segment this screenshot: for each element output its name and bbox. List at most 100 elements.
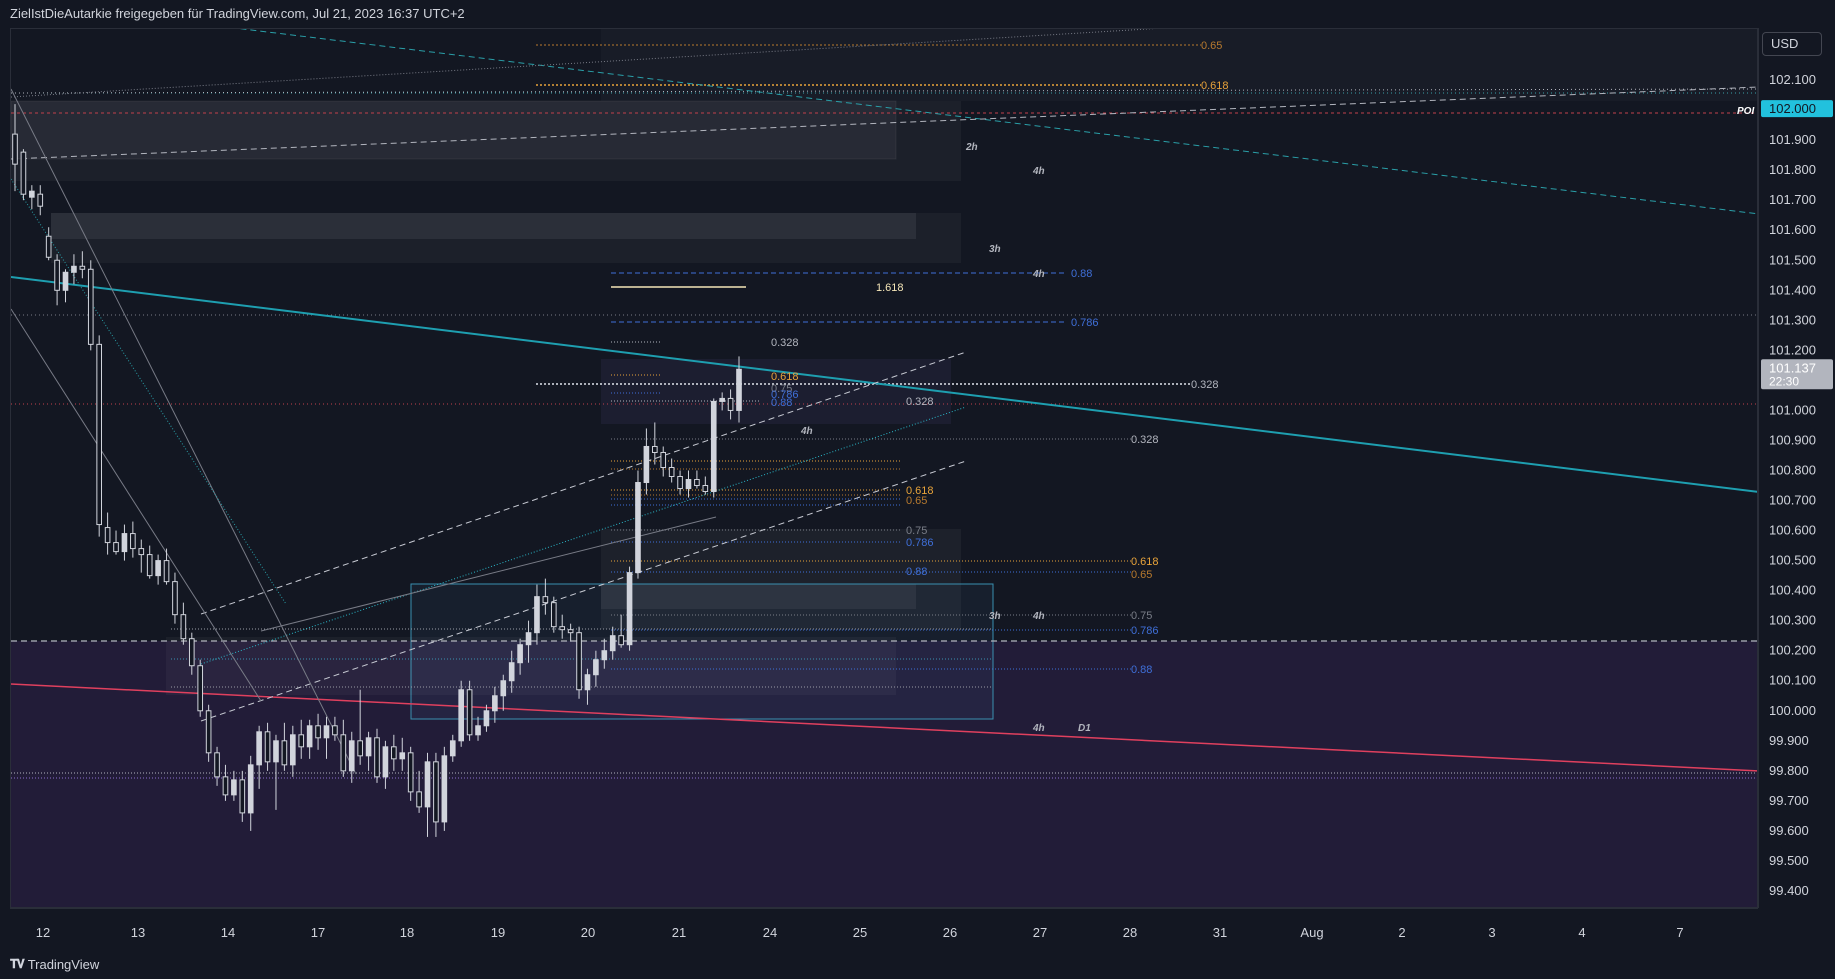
candle-body: [466, 689, 473, 736]
candle: [719, 392, 725, 411]
candle-body: [357, 740, 363, 757]
candle-body: [433, 761, 439, 823]
d1-zone: [410, 583, 994, 720]
candle-body: [87, 268, 94, 345]
time-tick-label: 2: [1398, 925, 1405, 940]
candle-body: [205, 710, 212, 754]
candle: [550, 596, 557, 633]
candle: [391, 734, 397, 771]
candle-body: [247, 764, 254, 814]
candle: [702, 476, 709, 495]
candle: [517, 638, 523, 675]
price-tag-countdown: 22:30: [1769, 374, 1799, 388]
candle-body: [45, 235, 52, 258]
candle: [180, 602, 187, 645]
candle-body: [441, 755, 448, 823]
price-tick-label: 99.500: [1769, 853, 1809, 868]
candle: [323, 716, 330, 759]
candle: [365, 731, 372, 771]
steep-line-3: [11, 308, 262, 702]
candle: [609, 626, 616, 660]
candle: [231, 770, 237, 801]
candle-body: [500, 680, 507, 697]
candle-body: [719, 397, 725, 402]
price-tick-label: 101.200: [1769, 342, 1816, 357]
currency-button[interactable]: USD: [1762, 32, 1822, 56]
candle: [584, 668, 591, 705]
chart-annotation-label: 0.618: [1201, 80, 1229, 92]
candle: [508, 650, 515, 693]
candle: [239, 770, 246, 822]
candle: [668, 458, 675, 483]
price-tick-label: 100.200: [1769, 643, 1816, 658]
chart-annotation-label: 0.75: [771, 383, 792, 395]
chart-area[interactable]: 0.65 0.618 2h 4h 3h 4h 0.88 1.618 0.786 0.328 0.61…: [10, 28, 1758, 908]
candle-body: [458, 689, 465, 742]
time-tick-label: 24: [763, 925, 777, 940]
chart-annotation-label: 0.65: [1201, 40, 1222, 52]
candle: [273, 734, 279, 810]
price-axis[interactable]: 102.100 101.900 101.800 101.700 101.600 101.5…: [1758, 28, 1835, 908]
chart-annotation-label: 0.88: [771, 397, 792, 409]
candle: [298, 719, 305, 759]
price-tick-label: 100.600: [1769, 523, 1816, 538]
candle: [87, 260, 94, 351]
chart-annotation-label: 0.65: [906, 495, 927, 507]
time-tick-label: 27: [1033, 925, 1047, 940]
candle-body: [298, 734, 305, 748]
candle: [289, 725, 296, 777]
chart-annotation-label: 0.75: [1131, 610, 1152, 622]
candle: [492, 686, 498, 723]
candle: [121, 524, 128, 561]
candle: [256, 725, 262, 789]
brand[interactable]: 𝐓𝐕 TradingView: [10, 957, 99, 972]
chart-annotation-label: 0.786: [906, 537, 934, 549]
price-tag-bg: [1761, 100, 1833, 118]
candle-body: [315, 725, 321, 739]
time-tick-label: 17: [311, 925, 325, 940]
candle: [626, 566, 633, 651]
candle-body: [37, 193, 44, 207]
candle-body: [542, 596, 549, 604]
fvg-zone-4h: [601, 529, 961, 629]
candle-body: [239, 779, 246, 814]
candle-body: [188, 638, 195, 667]
candle-body: [584, 674, 591, 691]
candle-body: [197, 665, 204, 712]
price-tick-label: 100.500: [1769, 553, 1816, 568]
candle: [37, 185, 44, 216]
candle: [736, 356, 742, 423]
candle-body: [382, 746, 389, 778]
price-tick-label: 99.600: [1769, 823, 1809, 838]
candle: [62, 269, 69, 303]
chart-annotation-label: 0.786: [1131, 625, 1159, 637]
candle: [172, 572, 178, 624]
candle: [651, 422, 658, 465]
candle: [45, 227, 52, 261]
price-tag-label: 101.137: [1769, 360, 1816, 375]
candle-body: [256, 731, 262, 766]
candle: [559, 614, 566, 639]
candle-body: [702, 485, 709, 493]
price-tick-label: 102.100: [1769, 72, 1816, 87]
candle: [155, 554, 161, 585]
candle: [643, 428, 650, 495]
chart-annotation-label: 0.328: [771, 337, 799, 349]
supply-zone-4h: [11, 101, 961, 181]
candle: [374, 728, 380, 783]
candle: [727, 389, 734, 420]
time-axis[interactable]: 12 13 14 17 18 19 20 21 24 25 26 27 28 31 Aug 2 3 4 7: [10, 908, 1758, 953]
price-tag-label: 102.000: [1769, 101, 1816, 116]
candle: [130, 521, 136, 558]
candle: [660, 446, 667, 477]
candle-body: [323, 725, 330, 739]
candle-body: [374, 737, 380, 778]
candle: [188, 632, 195, 675]
poi-upper: [11, 88, 1757, 94]
candle: [416, 770, 422, 813]
candle-body: [391, 746, 397, 760]
footer: 𝐓𝐕 TradingView: [0, 953, 1835, 979]
supply-zone-2h: [11, 100, 897, 160]
candle: [449, 734, 456, 762]
